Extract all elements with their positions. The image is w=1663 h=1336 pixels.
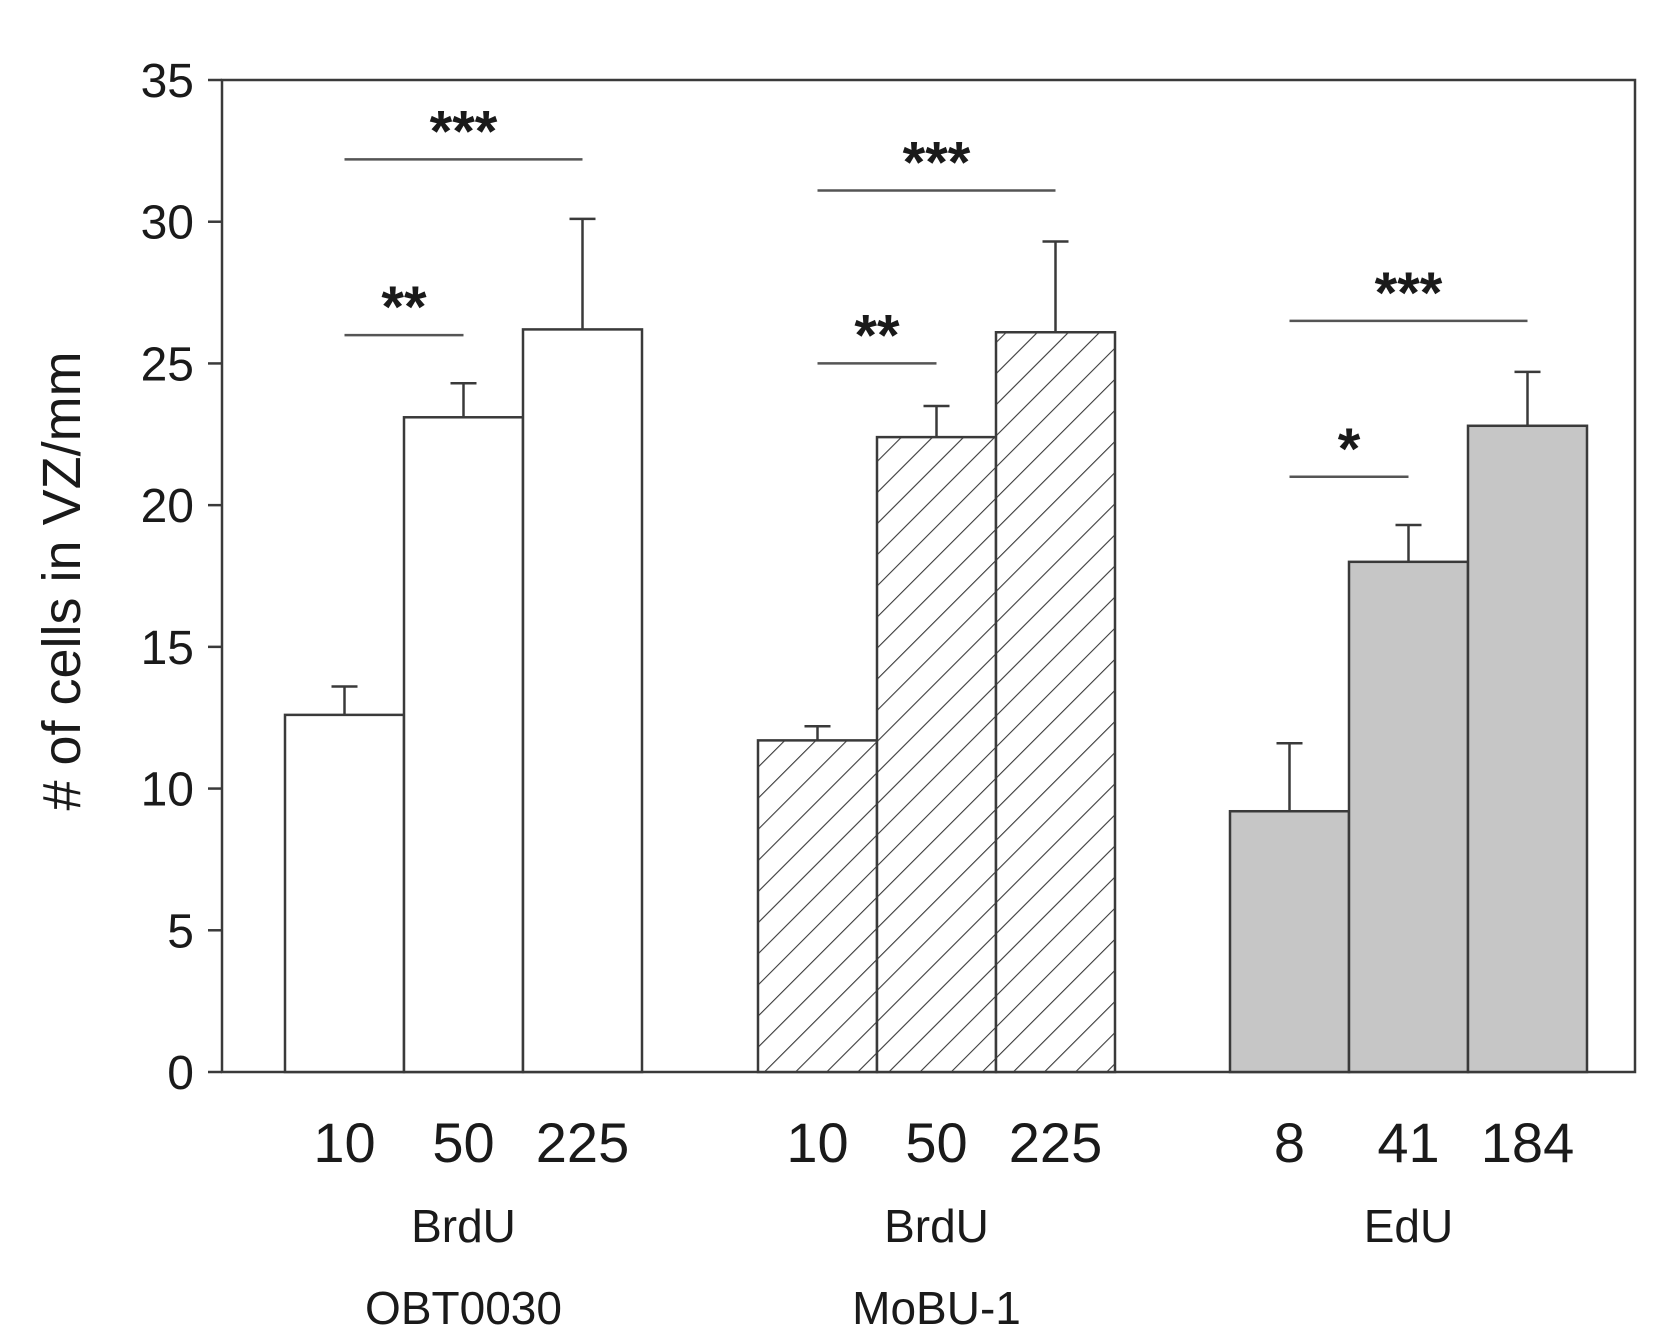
significance-label: **	[854, 303, 900, 368]
significance-layer: **************	[344, 99, 1528, 482]
y-axis-title: # of cells in VZ/mm	[32, 351, 92, 810]
bar	[1466, 424, 1589, 1074]
bar	[402, 416, 525, 1074]
y-tick-label: 0	[167, 1047, 194, 1100]
significance-label: *	[1338, 417, 1361, 482]
y-axis: 0 5 10 15 20 25 30 35	[141, 55, 222, 1100]
bar	[1228, 809, 1351, 1074]
group-label: BrdU	[884, 1200, 989, 1252]
y-tick-label: 10	[141, 764, 194, 817]
category-label: 10	[786, 1111, 848, 1174]
y-tick-label: 20	[141, 480, 194, 533]
bar	[1347, 560, 1470, 1074]
bar	[994, 331, 1117, 1074]
significance-label: ***	[903, 131, 971, 196]
bar	[521, 328, 644, 1074]
group-label: OBT0030	[365, 1282, 562, 1334]
bar	[756, 739, 879, 1074]
category-label: 225	[1009, 1111, 1102, 1174]
x-axis-labels: 10 50 225 BrdU OBT0030 10 50 225 BrdU MoBU-1 8 41 18…	[313, 1111, 1574, 1334]
category-label: 184	[1481, 1111, 1574, 1174]
group-label: BrdU	[411, 1200, 516, 1252]
y-tick-label: 25	[141, 338, 194, 391]
category-label: 225	[536, 1111, 629, 1174]
category-label: 8	[1274, 1111, 1305, 1174]
group-label: MoBU-1	[852, 1282, 1021, 1334]
significance-label: **	[381, 275, 427, 340]
significance-label: ***	[1375, 261, 1443, 326]
error-bars-layer	[331, 217, 1541, 812]
category-label: 50	[432, 1111, 494, 1174]
y-tick-label: 5	[167, 905, 194, 958]
category-label: 41	[1377, 1111, 1439, 1174]
bar	[875, 435, 998, 1074]
bar	[283, 713, 406, 1074]
significance-label: ***	[430, 99, 498, 164]
category-label: 10	[313, 1111, 375, 1174]
group-label: EdU	[1364, 1200, 1453, 1252]
category-label: 50	[905, 1111, 967, 1174]
y-tick-label: 15	[141, 622, 194, 675]
bars-layer	[283, 328, 1589, 1074]
y-tick-label: 30	[141, 197, 194, 250]
y-tick-label: 35	[141, 55, 194, 108]
